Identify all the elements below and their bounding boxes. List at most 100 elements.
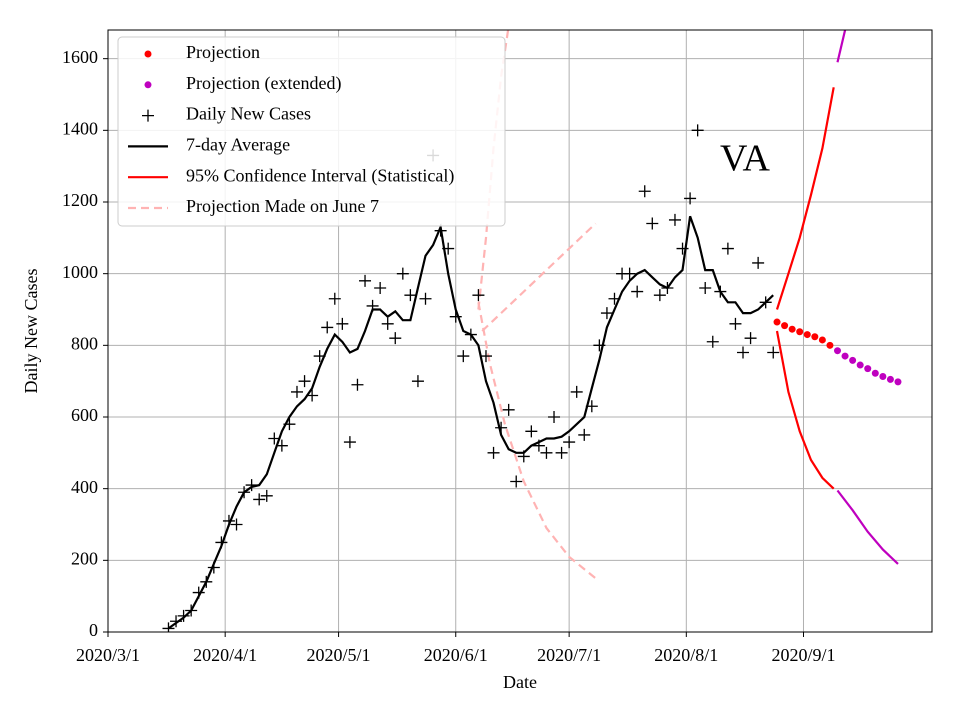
case-marker (253, 493, 266, 506)
projection-dot (894, 378, 902, 386)
case-marker (472, 289, 485, 302)
case-marker (207, 561, 220, 574)
case-marker (260, 489, 273, 502)
case-marker (374, 282, 387, 294)
case-marker (313, 350, 326, 363)
case-marker (668, 213, 681, 226)
projection-dot (856, 361, 864, 369)
case-marker (563, 436, 576, 449)
annotation: VA (720, 138, 771, 180)
case-marker (676, 242, 689, 255)
case-marker (381, 317, 394, 330)
projection-dot (841, 352, 849, 360)
y-tick-label: 400 (71, 477, 98, 497)
projection-dot (781, 322, 789, 330)
legend-marker (144, 50, 152, 58)
case-marker (555, 446, 568, 459)
y-tick-label: 1200 (62, 190, 98, 210)
projection-dot (788, 325, 796, 333)
case-marker (343, 436, 356, 449)
case-marker (162, 622, 175, 632)
legend-marker (144, 81, 152, 89)
case-marker (653, 289, 666, 302)
case-marker (517, 450, 530, 463)
projection-dot (871, 369, 879, 377)
legend-label: Projection (extended) (186, 73, 341, 94)
case-marker (737, 346, 750, 359)
case-marker (600, 307, 613, 320)
case-marker (359, 274, 372, 287)
case-marker (328, 292, 341, 305)
legend-label: Daily New Cases (186, 104, 311, 124)
projection-dot (803, 331, 811, 339)
case-marker (752, 256, 765, 269)
projection-dot (886, 375, 894, 383)
projection-dot (849, 356, 857, 364)
ticks: 0 200 400 600 800 1000 1200 1400 1600 2020/3/1 202… (62, 47, 835, 665)
case-marker (457, 350, 470, 363)
case-marker (434, 224, 447, 237)
case-marker (691, 124, 704, 137)
average-line (167, 215, 774, 630)
y-tick-label: 600 (71, 405, 98, 425)
x-tick-label: 2020/8/1 (654, 645, 718, 665)
case-marker (570, 385, 583, 398)
case-marker (268, 432, 281, 445)
case-marker (510, 475, 523, 488)
legend-label: 95% Confidence Interval (Statistical) (186, 165, 454, 186)
case-marker (714, 285, 727, 298)
case-marker (623, 267, 636, 280)
case-marker (298, 375, 311, 388)
case-marker (290, 385, 303, 398)
case-marker (540, 446, 553, 459)
case-marker (245, 479, 258, 492)
case-marker (215, 536, 228, 549)
x-tick-label: 2020/7/1 (537, 645, 601, 665)
case-marker (222, 514, 235, 527)
case-marker (767, 346, 780, 359)
confidence-line (775, 87, 835, 310)
case-marker (578, 428, 591, 441)
case-marker (525, 425, 538, 438)
x-tick-label: 2020/3/1 (76, 645, 140, 665)
case-marker (706, 335, 719, 348)
case-marker (548, 411, 561, 423)
case-marker (638, 185, 651, 198)
legend-marker (142, 109, 154, 122)
case-marker (170, 615, 183, 628)
case-marker (283, 418, 296, 431)
confidence-line (775, 330, 835, 490)
case-marker (351, 378, 364, 391)
case-marker (502, 403, 515, 416)
case-marker (306, 389, 319, 402)
case-marker (411, 375, 424, 388)
y-tick-label: 800 (71, 333, 98, 353)
case-marker (275, 439, 288, 452)
case-marker (366, 299, 379, 312)
case-marker (684, 192, 697, 205)
case-marker (238, 486, 251, 499)
case-marker (442, 242, 455, 255)
projection-dot (811, 333, 819, 341)
y-tick-label: 0 (89, 620, 98, 640)
x-axis-label: Date (503, 672, 537, 692)
case-marker (759, 296, 772, 309)
case-marker (631, 285, 644, 298)
confidence-line (836, 30, 847, 63)
case-marker (729, 317, 742, 330)
projection-dot (818, 336, 826, 344)
legend: Projection Projection (extended) Daily New… (117, 36, 506, 227)
y-axis-label: Daily New Cases (21, 269, 41, 394)
case-marker (192, 586, 205, 599)
projection-dot (826, 341, 834, 349)
confidence-line (836, 489, 899, 565)
projection-dot (773, 318, 781, 326)
projection-dot (864, 365, 872, 373)
projection-dot (879, 373, 887, 381)
case-marker (699, 282, 712, 294)
case-marker (404, 289, 417, 302)
y-tick-label: 1600 (62, 47, 98, 67)
case-marker (744, 332, 757, 345)
x-tick-label: 2020/9/1 (771, 645, 835, 665)
case-marker (608, 292, 621, 305)
